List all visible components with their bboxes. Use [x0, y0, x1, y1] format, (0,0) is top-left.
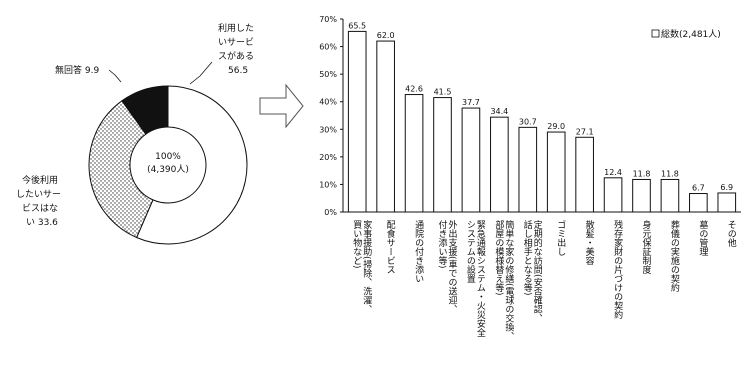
bar-value-label: 12.4 — [604, 168, 622, 177]
right-arrow-icon — [259, 83, 304, 129]
y-tick-label: 20% — [319, 153, 337, 162]
bar-value-label: 27.1 — [576, 127, 594, 136]
bar-value-label: 37.7 — [462, 98, 480, 107]
y-tick-label: 70% — [319, 15, 337, 24]
bar-value-label: 41.5 — [434, 88, 452, 97]
bar — [575, 136, 594, 213]
donut-center-count: (4,390人) — [147, 164, 189, 175]
y-tick-label: 10% — [319, 180, 337, 189]
bar — [660, 178, 680, 213]
bar-value-label: 34.4 — [490, 107, 508, 116]
bar — [376, 40, 395, 213]
y-tick-label: 60% — [319, 43, 337, 52]
donut-center-percent: 100% — [155, 152, 181, 162]
bar-value-label: 11.8 — [661, 169, 679, 178]
slice-value: 56.5 — [228, 66, 248, 76]
slice-label-line: い 33.6 — [26, 218, 58, 228]
category-label: ゴミ出し — [555, 219, 566, 256]
slice-label-line: スがある — [218, 50, 254, 62]
bar — [518, 126, 538, 213]
category-label: 付き添い等) — [437, 220, 448, 269]
category-label: 墓の管理 — [697, 219, 708, 256]
category-label: 散髪・美容 — [584, 219, 595, 266]
legend: 総数(2,481人) — [651, 28, 721, 40]
donut-slice — [135, 85, 248, 245]
bar — [404, 94, 424, 213]
bar — [632, 178, 651, 213]
category-label: 話し相手となる等) — [522, 219, 533, 296]
leader-line — [189, 61, 213, 85]
slice-label-line: 利用した — [218, 22, 254, 34]
slice-label-no-answer: 無回答 9.9 — [55, 64, 99, 76]
bar — [347, 30, 367, 213]
category-label: 家事援助(掃除、洗濯、 — [361, 219, 372, 314]
category-label: 葬儀の実施の契約 — [669, 219, 680, 293]
bar-value-label: 30.7 — [519, 117, 537, 126]
category-label: その他 — [726, 220, 737, 248]
bar — [546, 131, 566, 213]
slice-label-used: 利用した いサービ スがある 56.5 — [218, 22, 254, 76]
slice-label-future: 今後利用 したいサー ビスはな い 33.6 — [16, 174, 61, 228]
bar — [717, 192, 737, 213]
bar-value-label: 29.0 — [547, 122, 565, 131]
category-label: 通院の付き添い — [413, 220, 424, 283]
bar-value-label: 6.9 — [720, 183, 733, 192]
y-tick-label: 30% — [319, 125, 337, 134]
slice-label-line: したいサー — [16, 189, 61, 200]
category-label: 定期的な訪問(安否確認、 — [532, 219, 543, 323]
bar — [603, 177, 623, 213]
slice-label-line: 今後利用 — [22, 174, 58, 186]
donut-slice — [88, 100, 154, 239]
bar-value-label: 11.8 — [633, 169, 651, 178]
legend-swatch — [651, 29, 660, 38]
category-label: 簡単な家の修繕(電球の交換、 — [503, 219, 514, 341]
donut-chart — [88, 85, 248, 245]
bar-chart: 65.5 家事援助(掃除、洗濯、買い物など) 62.0 配食サービス 42.6 通院の付き… — [347, 21, 737, 341]
bar — [433, 97, 452, 213]
category-label: 残存家財の片づけの契約 — [612, 219, 623, 320]
y-tick-label: 40% — [319, 98, 337, 107]
slice-label-line: いサービ — [218, 37, 254, 48]
bar-value-label: 42.6 — [405, 85, 423, 94]
bar-value-label: 65.5 — [348, 21, 366, 30]
y-tick-label: 0% — [324, 208, 337, 217]
donut-slice — [121, 85, 169, 135]
bar — [461, 107, 481, 213]
bar-value-label: 6.7 — [692, 184, 705, 193]
category-label: 身元保証制度 — [641, 219, 652, 275]
leader-line — [108, 69, 122, 83]
bar — [490, 116, 509, 213]
bar-value-label: 62.0 — [377, 31, 395, 40]
category-label: システムの設置 — [465, 220, 476, 283]
category-label: 買い物など) — [351, 220, 362, 269]
category-label: 外出支援(車での送迎、 — [447, 219, 458, 314]
category-label: 配食サービス — [385, 220, 396, 274]
slice-label-line: ビスはな — [22, 203, 58, 214]
y-tick-label: 50% — [319, 70, 337, 79]
bar — [689, 193, 708, 213]
category-label: 緊急通報システム・火災安全 — [475, 220, 486, 337]
legend-label: 総数(2,481人) — [661, 28, 721, 40]
category-label: 部屋の模様替え等) — [493, 219, 504, 296]
